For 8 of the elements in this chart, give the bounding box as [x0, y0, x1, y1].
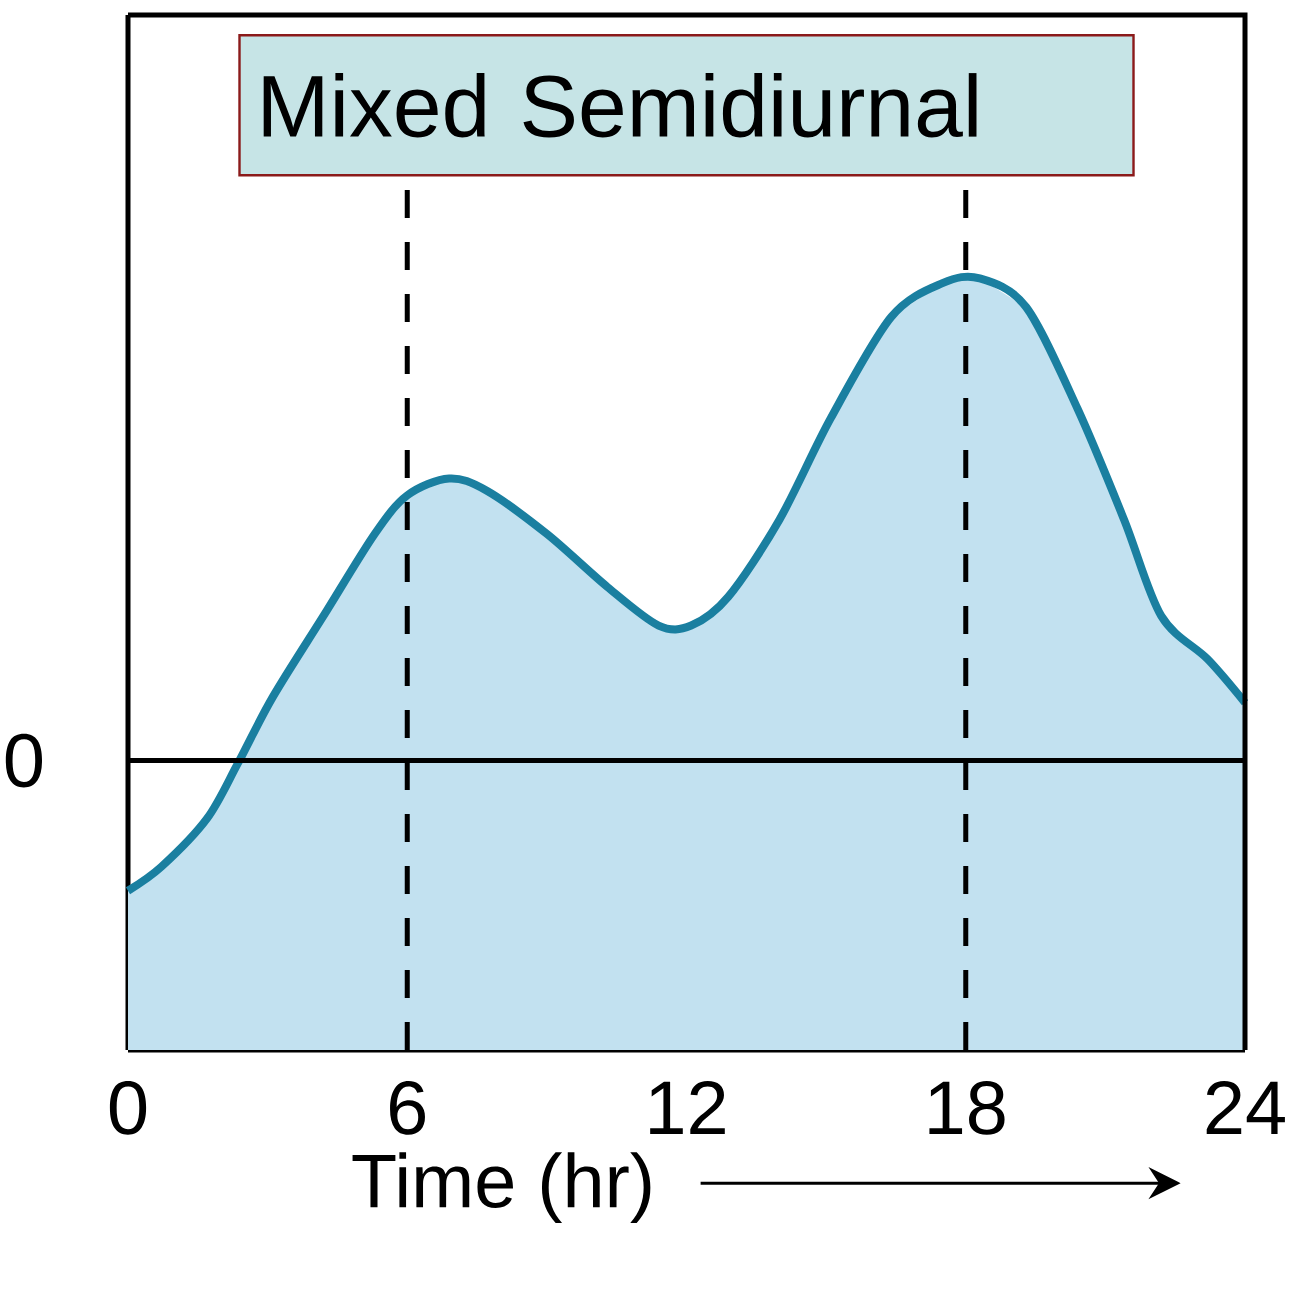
x-tick-label: 24 — [1206, 1081, 1285, 1134]
x-tick-label: 6 — [390, 1081, 425, 1135]
ref-line-label: 0 — [5, 733, 42, 788]
x-tick-label: 0 — [109, 1081, 147, 1135]
chart-title: Mixed Semidiurnal — [263, 73, 977, 138]
x-tick-label: 18 — [929, 1081, 1005, 1135]
x-tick-label: 12 — [650, 1081, 725, 1134]
x-axis-title: Time (hr) — [352, 1152, 651, 1223]
